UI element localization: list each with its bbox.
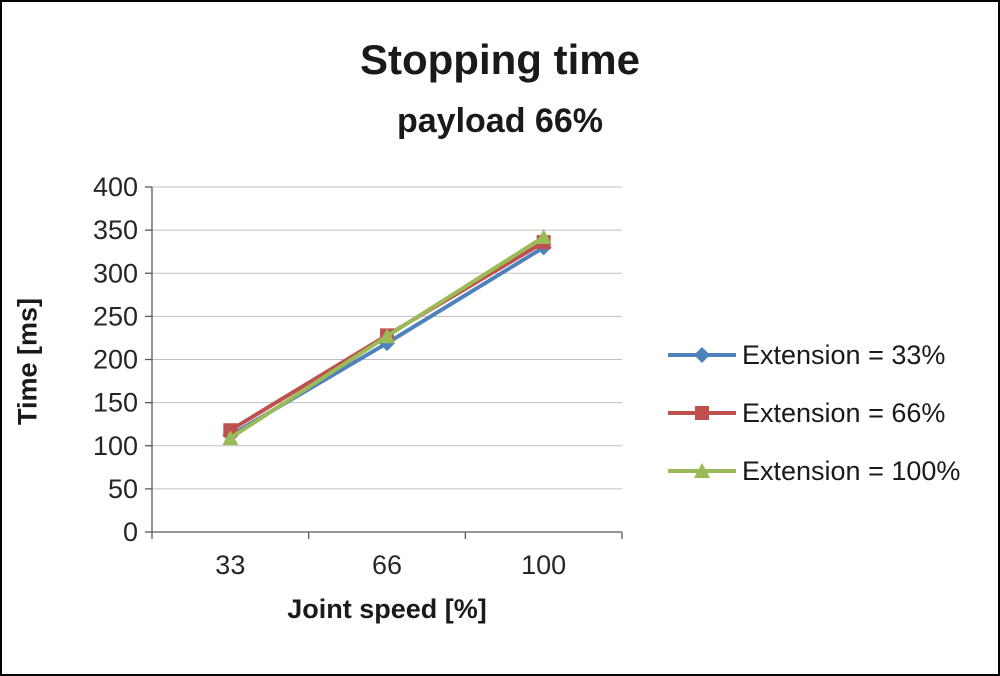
legend-label: Extension = 66% [742,397,946,428]
marker-triangle [222,429,239,445]
legend-item: Extension = 33% [668,334,960,376]
legend: Extension = 33% Extension = 66% Extension … [668,334,960,492]
legend-swatch [668,406,736,420]
x-tick-label: 33 [215,550,245,580]
marker-square [695,406,709,420]
y-axis-title: Time [ms] [12,297,43,426]
legend-swatch [668,347,736,363]
marker-triangle [379,328,395,344]
y-tick-label: 250 [93,301,138,331]
x-axis-title: Joint speed [%] [287,594,487,624]
legend-item: Extension = 100% [668,450,960,492]
legend-item: Extension = 66% [668,392,960,434]
y-tick-label: 150 [93,388,138,418]
y-tick-label: 400 [93,172,138,202]
series-extension-100- [222,229,552,445]
y-tick-label: 200 [93,345,138,375]
y-tick-label: 350 [93,215,138,245]
marker-diamond [694,347,710,363]
x-tick-label: 66 [372,550,402,580]
y-tick-label: 0 [123,517,138,547]
legend-label: Extension = 33% [742,339,946,370]
marker-triangle [694,463,710,478]
y-tick-label: 100 [93,431,138,461]
marker-triangle [535,229,552,245]
chart-subtitle: payload 66% [397,102,603,140]
chart-title: Stopping time [360,36,640,83]
legend-swatch [668,463,736,478]
y-tick-label: 300 [93,258,138,288]
x-tick-label: 100 [521,550,566,580]
legend-label: Extension = 100% [742,455,961,486]
y-tick-label: 50 [108,474,138,504]
axes: 0 50 100 150 200 250 300 350 400 33 66 100 [93,172,623,580]
